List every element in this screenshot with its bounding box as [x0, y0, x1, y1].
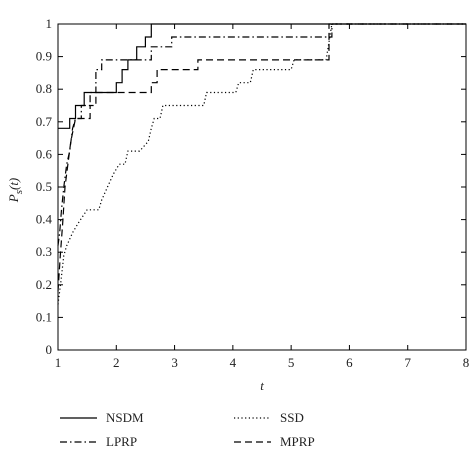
y-axis-label-arg: (t): [6, 178, 21, 190]
y-tick-label: 0.4: [36, 212, 53, 227]
y-tick-label: 0.6: [36, 146, 53, 161]
series-layer: [57, 23, 466, 305]
y-axis-label-main: P: [6, 194, 21, 203]
y-tick-label: 0.3: [36, 244, 52, 259]
x-tick-label: 6: [346, 355, 353, 370]
y-axis-label-subscript: s: [13, 190, 25, 194]
y-tick-label: 1: [46, 16, 53, 31]
series-line-lprp: [57, 23, 466, 246]
x-tick-label: 2: [113, 355, 120, 370]
axis-ticks: 1 2 3 4 5 6 7 8 0 0.1 0.2 0.3 0.4 0.5 0.6 0.7 0.8 0.9 1: [36, 16, 470, 370]
x-tick-label: 1: [55, 355, 62, 370]
series-line-nsdm: [58, 23, 466, 129]
y-tick-label: 0.1: [36, 309, 52, 324]
y-axis-label-group: Ps(t): [6, 178, 25, 204]
y-tick-label: 0.2: [36, 277, 52, 292]
legend-label-mprp: MPRP: [280, 434, 315, 449]
x-tick-label: 7: [404, 355, 411, 370]
series-line-mprp: [57, 23, 466, 292]
legend-label-lprp: LPRP: [106, 434, 137, 449]
x-axis-label: t: [260, 378, 264, 393]
legend-label-ssd: SSD: [280, 410, 304, 425]
y-tick-label: 0.8: [36, 81, 52, 96]
legend: NSDM SSD LPRP MPRP: [60, 410, 315, 449]
y-axis-label: Ps(t): [6, 178, 25, 204]
y-tick-label: 0.5: [36, 179, 52, 194]
y-tick-label: 0.9: [36, 49, 52, 64]
y-tick-label: 0: [46, 342, 53, 357]
x-tick-label: 5: [288, 355, 295, 370]
x-tick-label: 4: [230, 355, 237, 370]
x-tick-label: 3: [171, 355, 178, 370]
x-tick-label: 8: [463, 355, 470, 370]
y-tick-label: 0.7: [36, 114, 53, 129]
legend-label-nsdm: NSDM: [106, 410, 144, 425]
